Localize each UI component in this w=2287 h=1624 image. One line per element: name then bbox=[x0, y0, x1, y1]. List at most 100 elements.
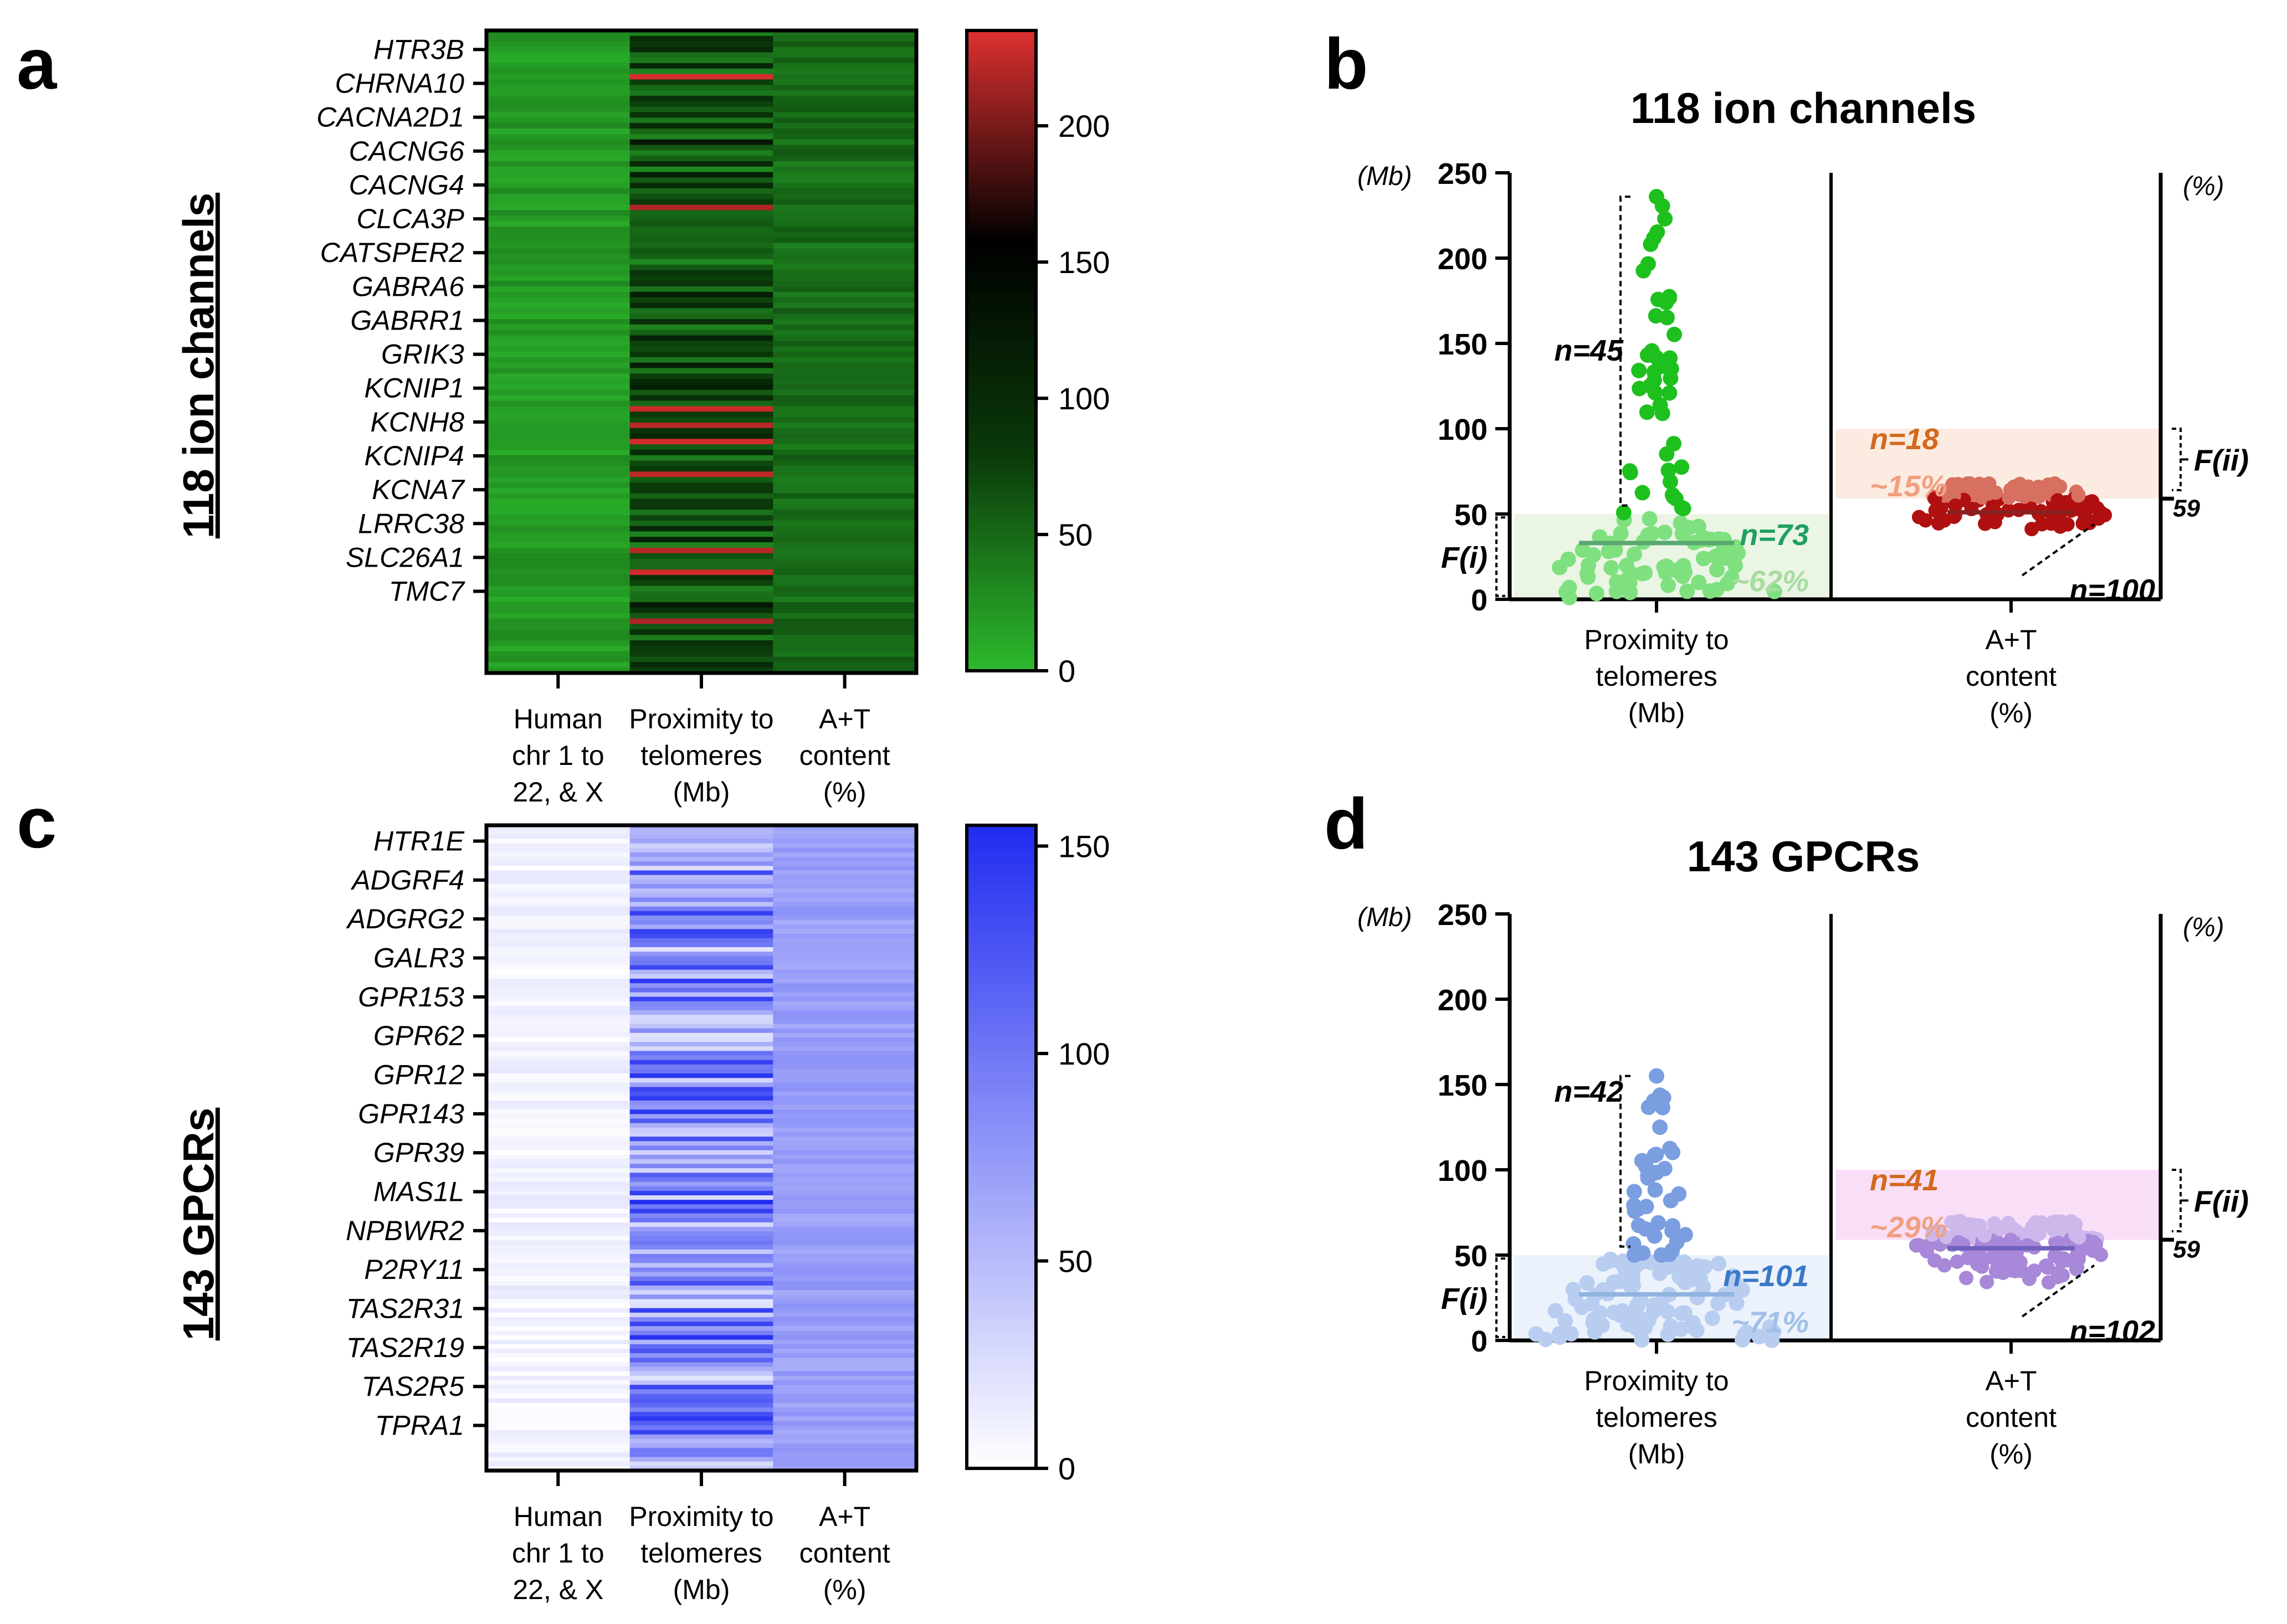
colorbar-segment bbox=[967, 286, 1036, 293]
heatmap-cell bbox=[629, 1263, 773, 1268]
scatter-point bbox=[1626, 546, 1642, 562]
heatmap-cell bbox=[629, 597, 773, 603]
heatmap-cell bbox=[486, 314, 630, 320]
heatmap-cell bbox=[486, 302, 630, 309]
heatmap-cell bbox=[486, 237, 630, 243]
scatter-point bbox=[1579, 1275, 1595, 1291]
heatmap-cell bbox=[486, 667, 630, 674]
heatmap-cell bbox=[629, 275, 773, 281]
gene-label: CACNG6 bbox=[349, 136, 465, 167]
heatmap-cell bbox=[629, 460, 773, 467]
x-tick-label: 22, & X bbox=[512, 777, 603, 808]
colorbar-segment bbox=[967, 89, 1036, 95]
scatter-point bbox=[1657, 210, 1673, 227]
heatmap-cell bbox=[629, 215, 773, 222]
heatmap-cell bbox=[629, 847, 773, 853]
colorbar-segment bbox=[967, 1227, 1036, 1234]
heatmap-cell bbox=[773, 1421, 917, 1426]
heatmap-cell bbox=[486, 839, 630, 844]
heatmap-cell bbox=[773, 85, 917, 91]
heatmap-cell bbox=[486, 911, 630, 916]
heatmap-cell bbox=[486, 1362, 630, 1368]
heatmap-cell bbox=[486, 254, 630, 260]
heatmap-cell bbox=[629, 145, 773, 151]
heatmap-cell bbox=[773, 1123, 917, 1128]
heatmap-cell bbox=[773, 291, 917, 298]
heatmap-cell bbox=[629, 177, 773, 183]
heatmap-cell bbox=[629, 1448, 773, 1453]
colorbar-segment bbox=[967, 1345, 1036, 1351]
colorbar-segment bbox=[967, 959, 1036, 965]
heatmap-cell bbox=[486, 629, 630, 635]
heatmap-cell bbox=[773, 1109, 917, 1114]
heatmap-cell bbox=[486, 1204, 630, 1210]
heatmap-cell bbox=[773, 412, 917, 418]
heatmap-cell bbox=[773, 1078, 917, 1083]
colorbar-segment bbox=[967, 991, 1036, 998]
colorbar-frame bbox=[965, 29, 1038, 672]
heatmap-cell bbox=[629, 352, 773, 358]
colorbar-segment bbox=[967, 1195, 1036, 1201]
heatmap-cell bbox=[486, 417, 630, 423]
heatmap-cell bbox=[486, 330, 630, 336]
colorbar-tick-label: 200 bbox=[1058, 109, 1110, 143]
colorbar-segment bbox=[967, 911, 1036, 917]
heatmap-cell bbox=[773, 1339, 917, 1345]
right-tick-label: 59 bbox=[2173, 1236, 2200, 1263]
heatmap-cell bbox=[629, 232, 773, 238]
y-tick-label: 150 bbox=[1438, 1069, 1488, 1102]
heatmap-cell bbox=[773, 248, 917, 254]
colorbar-segment bbox=[967, 1399, 1036, 1405]
gene-label: CACNA2D1 bbox=[316, 102, 464, 133]
colorbar-segment bbox=[967, 1447, 1036, 1453]
heatmap-cell bbox=[629, 210, 773, 216]
heatmap-cell bbox=[773, 983, 917, 988]
colorbar-segment bbox=[967, 441, 1036, 448]
heatmap-cell bbox=[629, 1060, 773, 1065]
colorbar-segment bbox=[967, 1334, 1036, 1340]
heatmap-cell bbox=[773, 172, 917, 178]
colorbar-segment bbox=[967, 244, 1036, 250]
x-tick-label: A+T bbox=[819, 1501, 870, 1532]
colorbar-segment bbox=[967, 1371, 1036, 1378]
colorbar-segment bbox=[967, 105, 1036, 111]
heatmap-cell bbox=[486, 952, 630, 957]
heatmap-cell bbox=[486, 1448, 630, 1453]
heatmap-cell bbox=[629, 992, 773, 998]
y-tick-label: 100 bbox=[1438, 413, 1488, 446]
colorbar-segment bbox=[967, 633, 1036, 640]
heatmap-cell bbox=[773, 1344, 917, 1349]
scatter-point bbox=[1662, 1246, 1678, 1262]
heatmap-cell bbox=[773, 1326, 917, 1332]
scatter-point bbox=[1990, 1260, 2005, 1274]
heatmap-cell bbox=[629, 897, 773, 903]
heatmap-cell bbox=[773, 847, 917, 853]
heatmap-cell bbox=[629, 1078, 773, 1083]
colorbar-segment bbox=[967, 452, 1036, 458]
heatmap-cell bbox=[629, 830, 773, 835]
heatmap-cell bbox=[629, 471, 773, 477]
scatter-point bbox=[1927, 1253, 1942, 1268]
panel-a: a 118 ion channels HTR3BCHRNA10CACNA2D1C… bbox=[17, 23, 1110, 808]
scatter-point bbox=[1634, 485, 1650, 501]
heatmap-cell bbox=[486, 1231, 630, 1236]
x-tick-label: (Mb) bbox=[673, 1574, 730, 1605]
heatmap-cell bbox=[486, 101, 630, 107]
heatmap-cell bbox=[486, 875, 630, 880]
colorbar-segment bbox=[967, 906, 1036, 912]
heatmap-cell bbox=[773, 346, 917, 352]
heatmap-cell bbox=[773, 150, 917, 156]
heatmap-cell bbox=[629, 1425, 773, 1431]
colorbar-segment bbox=[967, 857, 1036, 864]
heatmap-cell bbox=[773, 924, 917, 929]
heatmap-cell bbox=[629, 1452, 773, 1458]
heatmap-cell bbox=[773, 406, 917, 412]
panel-c: c 143 GPCRs HTR1E ADGRF4 ADGRG2 GALR3 GPR153… bbox=[17, 782, 1110, 1605]
colorbar-c: 0 50 100 150 bbox=[965, 824, 1110, 1486]
heatmap-cell bbox=[773, 547, 917, 554]
colorbar-segment bbox=[967, 1259, 1036, 1266]
colorbar-segment bbox=[967, 68, 1036, 74]
heatmap-cell bbox=[773, 1055, 917, 1061]
heatmap-cell bbox=[629, 1100, 773, 1106]
heatmap-cell bbox=[486, 1046, 630, 1051]
